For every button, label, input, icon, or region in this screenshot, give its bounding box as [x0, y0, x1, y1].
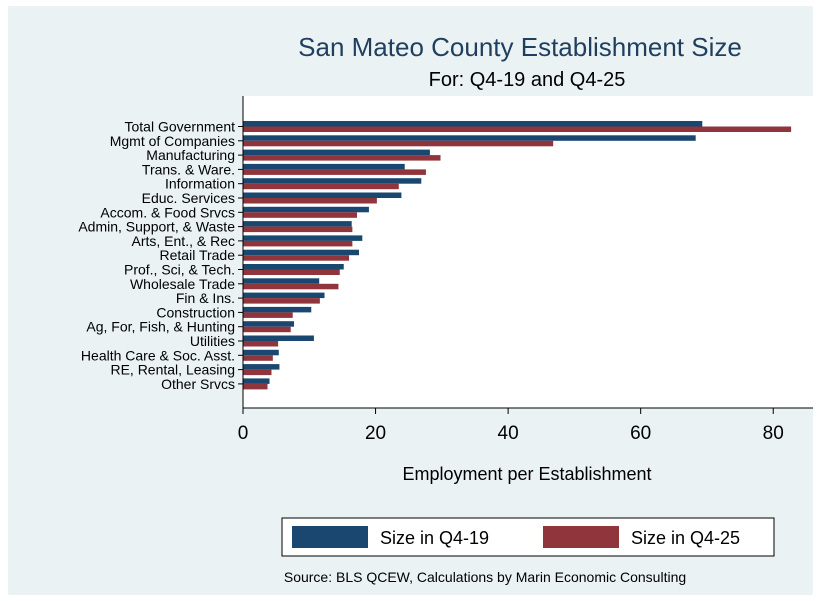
bar-q4-19-13	[243, 306, 312, 313]
category-label: Fin & Ins.	[176, 290, 235, 306]
bar-q4-19-5	[243, 192, 402, 198]
x-tick-label: 0	[238, 423, 249, 444]
bar-q4-25-18	[243, 383, 268, 390]
bar-q4-25-4	[243, 183, 399, 190]
bar-q4-25-12	[243, 298, 320, 304]
x-ticks: 0 20 40 60 80	[238, 408, 784, 444]
legend-swatch-q4-19	[292, 526, 368, 548]
bar-q4-25-14	[243, 326, 291, 333]
legend-label-q4-25: Size in Q4-25	[631, 528, 740, 548]
bar-q4-19-9	[243, 249, 359, 256]
category-label: Prof., Sci, & Tech.	[124, 262, 235, 278]
x-tick-label: 80	[763, 423, 784, 444]
bar-q4-25-3	[243, 169, 426, 175]
bar-q4-25-15	[243, 341, 279, 347]
category-label: Admin, Support, & Waste	[78, 219, 235, 235]
bar-q4-25-2	[243, 155, 441, 161]
category-label: Ag, For, Fish, & Hunting	[86, 319, 235, 335]
bar-q4-25-1	[243, 140, 554, 147]
x-tick-label: 40	[498, 423, 519, 444]
bar-q4-19-4	[243, 178, 422, 184]
bar-q4-19-14	[243, 321, 295, 327]
bar-q4-25-6	[243, 212, 357, 218]
category-label: Accom. & Food Srvcs	[100, 204, 235, 220]
bar-q4-19-15	[243, 335, 314, 341]
x-tick-label: 60	[630, 423, 651, 444]
bar-q4-19-2	[243, 149, 430, 156]
bar-q4-19-17	[243, 364, 280, 370]
bar-q4-19-1	[243, 135, 696, 141]
bar-q4-19-16	[243, 349, 279, 356]
bar-q4-19-12	[243, 292, 325, 299]
category-label: Manufacturing	[146, 147, 235, 163]
bars-group	[243, 121, 792, 390]
category-label: Educ. Services	[142, 190, 235, 206]
bar-q4-19-3	[243, 163, 405, 170]
bar-q4-25-11	[243, 283, 339, 290]
category-label: Health Care & Soc. Asst.	[81, 347, 235, 363]
legend-label-q4-19: Size in Q4-19	[380, 528, 489, 548]
category-label: Wholesale Trade	[130, 276, 235, 292]
bar-q4-25-0	[243, 126, 792, 132]
category-label: Other Srvcs	[161, 376, 235, 392]
chart-subtitle: For: Q4-19 and Q4-25	[429, 69, 626, 91]
bar-q4-19-6	[243, 206, 369, 213]
x-tick-label: 20	[365, 423, 386, 444]
bar-q4-25-8	[243, 240, 353, 247]
category-label: Utilities	[190, 333, 235, 349]
bar-q4-25-13	[243, 312, 293, 318]
source-note: Source: BLS QCEW, Calculations by Marin …	[284, 569, 686, 585]
bar-q4-25-17	[243, 369, 272, 376]
legend-swatch-q4-25	[543, 526, 619, 548]
bar-q4-19-7	[243, 221, 352, 227]
bar-q4-25-10	[243, 269, 340, 275]
bar-q4-25-16	[243, 355, 273, 361]
bar-q4-19-10	[243, 264, 344, 270]
bar-q4-19-0	[243, 121, 703, 127]
bar-q4-25-5	[243, 198, 377, 204]
bar-q4-19-8	[243, 235, 363, 241]
category-label: Mgmt of Companies	[110, 133, 235, 149]
category-label: Construction	[156, 304, 235, 320]
bar-q4-25-7	[243, 226, 353, 233]
bar-q4-25-9	[243, 255, 350, 261]
category-label: Total Government	[125, 119, 236, 135]
category-label: Arts, Ent., & Rec	[132, 233, 235, 249]
category-label: Information	[165, 176, 235, 192]
x-axis-label: Employment per Establishment	[402, 464, 651, 484]
category-label: RE, Rental, Leasing	[110, 362, 235, 378]
bar-q4-19-11	[243, 278, 320, 284]
chart-title: San Mateo County Establishment Size	[298, 32, 742, 62]
category-label: Trans. & Ware.	[142, 161, 235, 177]
category-label: Retail Trade	[160, 247, 236, 263]
bar-q4-19-18	[243, 378, 270, 384]
